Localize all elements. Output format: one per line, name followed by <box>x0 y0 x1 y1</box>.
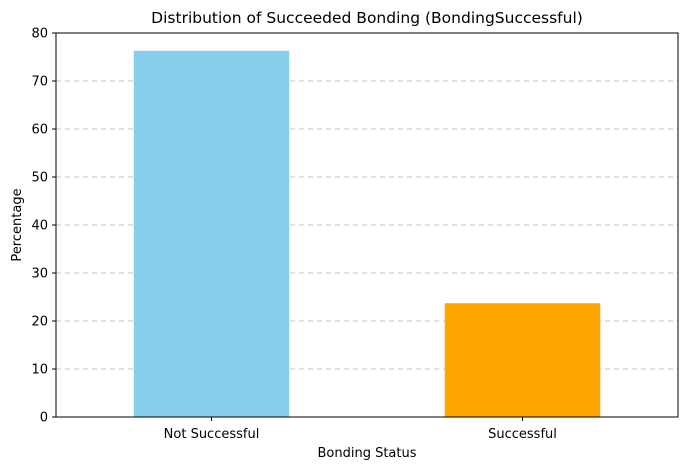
y-tick-label: 70 <box>31 75 48 90</box>
y-tick-label: 20 <box>31 315 48 330</box>
bar <box>444 303 601 417</box>
y-tick-label: 40 <box>31 219 48 234</box>
y-tick-label: 60 <box>31 123 48 138</box>
x-axis-ticks: Not Successful Successful <box>164 417 557 442</box>
bar <box>133 50 290 417</box>
x-tick-label: Successful <box>488 427 557 442</box>
y-axis-ticks: 0 10 20 30 40 50 60 70 80 <box>31 27 56 426</box>
chart-title: Distribution of Succeeded Bonding (Bondi… <box>151 9 583 27</box>
y-tick-label: 80 <box>31 27 48 42</box>
y-tick-label: 10 <box>31 363 48 378</box>
y-tick-label: 50 <box>31 171 48 186</box>
bars-layer <box>133 50 601 417</box>
y-axis-label: Percentage <box>10 188 25 261</box>
x-tick-label: Not Successful <box>164 427 260 442</box>
y-tick-label: 0 <box>40 411 48 426</box>
x-axis-label: Bonding Status <box>317 446 416 461</box>
y-tick-label: 30 <box>31 267 48 282</box>
